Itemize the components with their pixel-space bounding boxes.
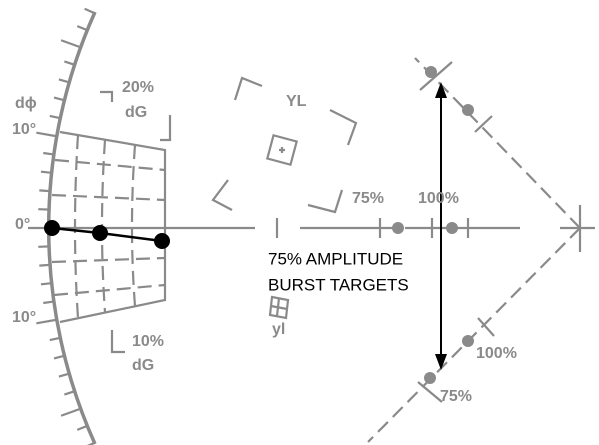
dg-box	[59, 130, 167, 324]
yl-box	[211, 76, 358, 214]
label: dG	[125, 104, 147, 121]
yl-lower-target	[268, 295, 290, 320]
target	[462, 104, 474, 116]
target	[392, 222, 404, 234]
label: 10%	[132, 333, 164, 350]
arc-tick	[36, 131, 59, 138]
arc-tick	[60, 407, 83, 417]
label: dG	[132, 357, 154, 374]
label: 75%	[440, 388, 472, 405]
label: 100%	[418, 190, 459, 207]
bracket	[110, 330, 125, 354]
label: 10°	[12, 309, 36, 326]
arc-tick	[60, 39, 83, 49]
bracket	[100, 90, 172, 142]
graticule	[28, 7, 595, 445]
target	[462, 335, 474, 347]
label: BURST TARGETS	[268, 275, 409, 294]
diag-tick	[417, 61, 495, 403]
arc-tick	[36, 318, 59, 325]
measure-dot	[44, 220, 60, 236]
label: 100%	[476, 345, 517, 362]
measure-dot	[92, 225, 108, 241]
label: 10°	[12, 121, 36, 138]
targets	[392, 66, 474, 384]
diagonal	[367, 227, 581, 443]
target	[446, 222, 458, 234]
target	[425, 66, 437, 78]
label: yl	[272, 321, 285, 338]
label: 75%	[352, 190, 384, 207]
yl-target	[265, 133, 299, 167]
dg-grid	[51, 158, 166, 297]
label: 20%	[122, 79, 154, 96]
label: dϕ	[15, 95, 37, 112]
label: YL	[286, 93, 307, 110]
label: 75% AMPLITUDE	[268, 249, 403, 268]
label: 0°	[15, 216, 30, 233]
target	[424, 372, 436, 384]
measure-dot	[154, 233, 170, 249]
yl-target	[279, 147, 285, 153]
